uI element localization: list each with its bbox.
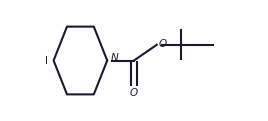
Text: O: O (159, 39, 167, 49)
Text: I: I (45, 56, 48, 65)
Text: N: N (110, 53, 118, 63)
Text: O: O (130, 88, 138, 98)
